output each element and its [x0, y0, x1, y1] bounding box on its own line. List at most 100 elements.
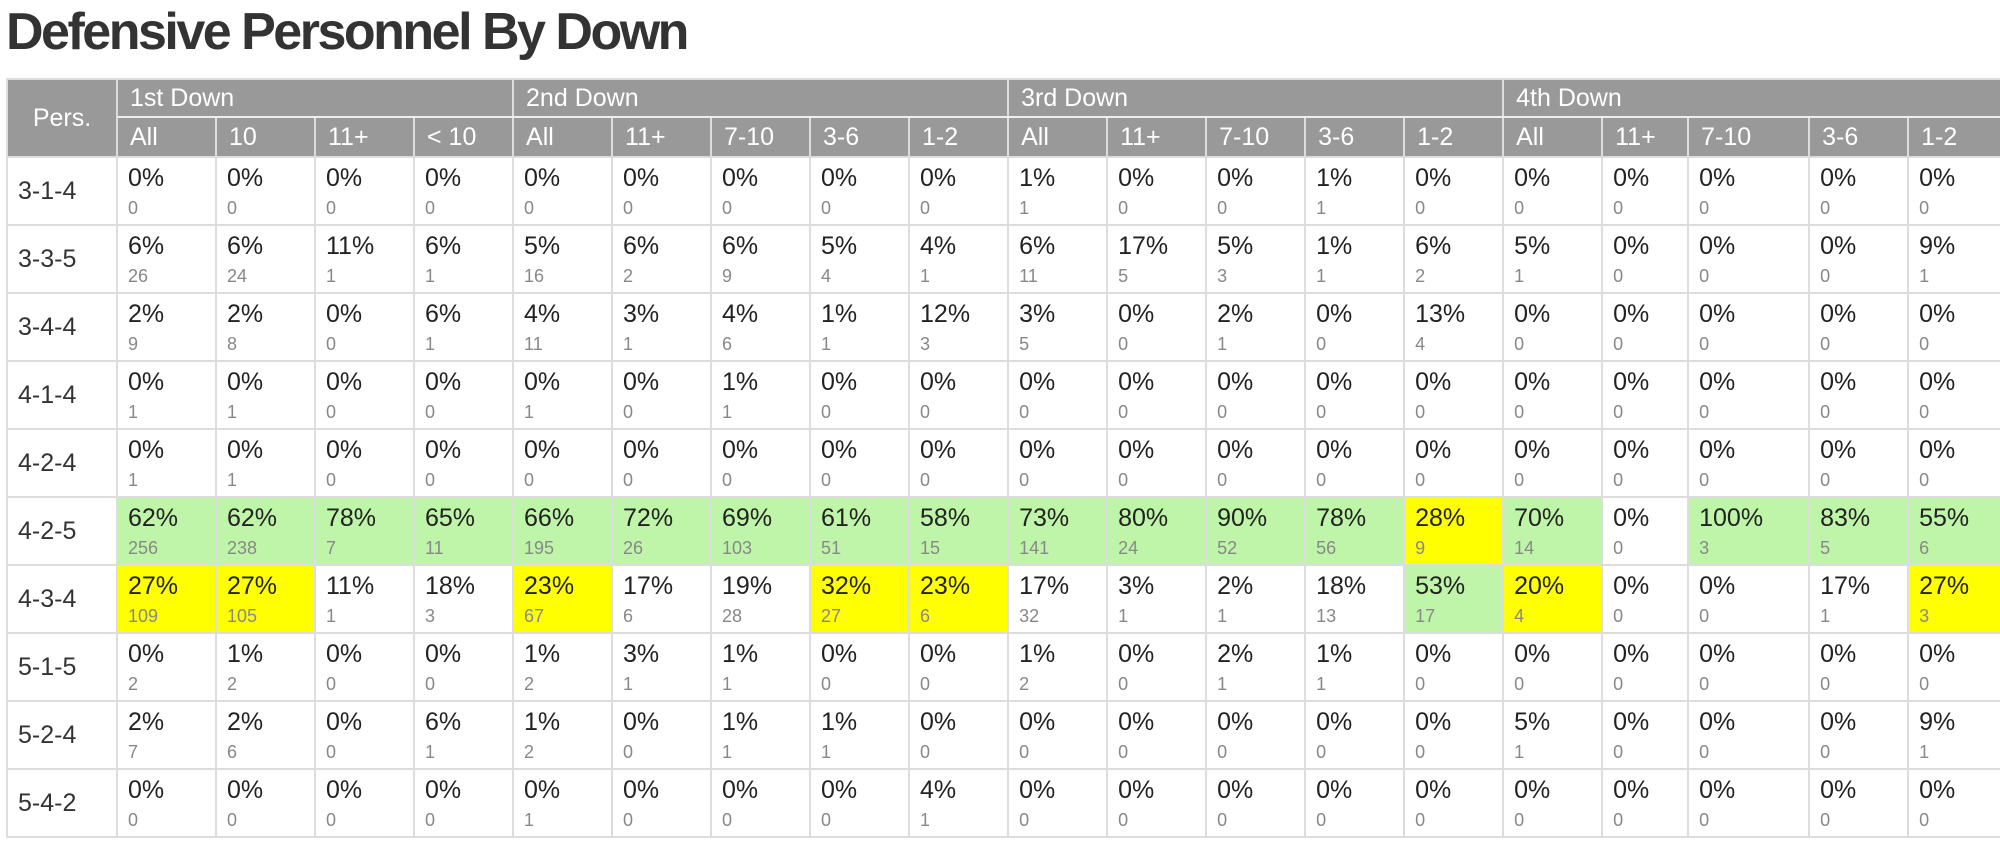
table-cell: 0% 0 [1403, 700, 1505, 770]
cell-percentage: 6% [425, 300, 462, 328]
table-row: 5-2-4 2% 7 2% 6 0% 0 6% 1 1% 2 0% 0 1% 1 1% 1 0% 0 0% 0 0% 0 0%… [6, 700, 2000, 770]
table-cell: 27% 105 [215, 564, 316, 634]
cell-percentage: 11% [326, 572, 375, 600]
cell-count: 1 [1217, 674, 1228, 694]
table-cell: 53% 17 [1403, 564, 1505, 634]
cell-percentage: 0% [1415, 436, 1452, 464]
cell-percentage: 2% [128, 708, 165, 736]
cell-count: 0 [821, 674, 832, 694]
cell-percentage: 0% [326, 300, 363, 328]
cell-percentage: 1% [1316, 164, 1353, 192]
table-cell: 0% 0 [1808, 632, 1910, 702]
table-cell: 0% 1 [512, 360, 614, 430]
cell-count: 0 [1118, 334, 1129, 354]
cell-percentage: 0% [1316, 368, 1353, 396]
cell-count: 15 [920, 538, 941, 558]
table-row: 5-4-2 0% 0 0% 0 0% 0 0% 0 0% 1 0% 0 0% 0 0% 0 4% 1 0% 0 0% 0 0%… [6, 768, 2000, 838]
cell-count: 1 [1514, 742, 1525, 762]
cell-percentage: 0% [227, 368, 264, 396]
cell-count: 0 [326, 674, 337, 694]
table-cell: 1% 1 [710, 360, 812, 430]
table-cell: 4% 1 [908, 224, 1010, 294]
table-cell: 90% 52 [1205, 496, 1307, 566]
cell-count: 17 [1415, 606, 1436, 626]
table-cell: 0% 0 [611, 428, 713, 498]
table-cell: 0% 0 [1687, 428, 1811, 498]
cell-percentage: 0% [1316, 300, 1353, 328]
cell-percentage: 0% [1019, 708, 1056, 736]
cell-count: 0 [1919, 470, 1930, 490]
cell-percentage: 0% [326, 164, 363, 192]
cell-percentage: 100% [1699, 504, 1764, 532]
table-cell: 0% 0 [1502, 632, 1604, 702]
cell-percentage: 5% [821, 232, 858, 260]
cell-count: 56 [1316, 538, 1337, 558]
cell-count: 1 [326, 606, 337, 626]
cell-percentage: 1% [524, 708, 561, 736]
cell-percentage: 0% [524, 164, 561, 192]
table-cell: 0% 0 [1907, 156, 2000, 226]
table-cell: 0% 1 [512, 768, 614, 838]
cell-count: 0 [1919, 198, 1930, 218]
cell-count: 0 [1019, 810, 1030, 830]
table-cell: 0% 0 [1205, 360, 1307, 430]
table-cell: 0% 0 [1106, 360, 1208, 430]
table-cell: 1% 1 [710, 632, 812, 702]
cell-percentage: 0% [920, 640, 957, 668]
cell-count: 0 [1415, 198, 1426, 218]
cell-percentage: 62% [227, 504, 278, 532]
personnel-label: 4-2-5 [6, 496, 118, 566]
cell-count: 1 [821, 334, 832, 354]
table-cell: 1% 1 [809, 292, 911, 362]
table-cell: 0% 0 [611, 700, 713, 770]
cell-count: 1 [128, 470, 139, 490]
cell-percentage: 9% [1919, 232, 1956, 260]
cell-count: 16 [524, 266, 545, 286]
situation-header: 11+ [314, 116, 415, 158]
table-body: 3-1-4 0% 0 0% 0 0% 0 0% 0 0% 0 0% 0 0% 0 0% 0 0% 0 1% 1 0% 0 0%… [6, 156, 2000, 838]
table-cell: 1% 2 [1007, 632, 1109, 702]
table-cell: 2% 1 [1205, 632, 1307, 702]
cell-count: 3 [1217, 266, 1228, 286]
table-row: 4-1-4 0% 1 0% 1 0% 0 0% 0 0% 1 0% 0 1% 1 0% 0 0% 0 0% 0 0% 0 0%… [6, 360, 2000, 430]
cell-percentage: 1% [1316, 232, 1353, 260]
cell-count: 0 [623, 402, 634, 422]
cell-percentage: 0% [1919, 436, 1956, 464]
cell-count: 0 [1514, 402, 1525, 422]
table-cell: 0% 0 [1907, 360, 2000, 430]
situation-header: 3-6 [809, 116, 911, 158]
cell-count: 1 [623, 334, 634, 354]
table-cell: 0% 0 [1403, 768, 1505, 838]
cell-percentage: 17% [1118, 232, 1169, 260]
cell-percentage: 0% [1316, 776, 1353, 804]
cell-percentage: 0% [425, 164, 462, 192]
cell-count: 1 [623, 674, 634, 694]
cell-count: 51 [821, 538, 842, 558]
table-cell: 28% 9 [1403, 496, 1505, 566]
table-cell: 0% 0 [314, 156, 415, 226]
cell-percentage: 18% [1316, 572, 1367, 600]
cell-percentage: 55% [1919, 504, 1970, 532]
cell-count: 27 [821, 606, 842, 626]
situation-header: All [116, 116, 217, 158]
cell-count: 0 [326, 198, 337, 218]
table-cell: 0% 0 [611, 156, 713, 226]
cell-percentage: 0% [821, 776, 858, 804]
table-cell: 0% 0 [1007, 360, 1109, 430]
cell-percentage: 0% [1514, 368, 1551, 396]
table-cell: 0% 0 [1907, 428, 2000, 498]
cell-count: 13 [1316, 606, 1337, 626]
cell-percentage: 58% [920, 504, 971, 532]
cell-count: 141 [1019, 538, 1050, 558]
table-cell: 0% 0 [710, 428, 812, 498]
cell-count: 0 [623, 198, 634, 218]
table-cell: 0% 1 [116, 360, 217, 430]
cell-count: 0 [1820, 402, 1831, 422]
cell-percentage: 17% [623, 572, 674, 600]
cell-percentage: 1% [722, 708, 759, 736]
table-cell: 5% 4 [809, 224, 911, 294]
table-cell: 0% 0 [314, 768, 415, 838]
table-cell: 0% 0 [1601, 224, 1690, 294]
cell-percentage: 27% [227, 572, 278, 600]
table-cell: 69% 103 [710, 496, 812, 566]
